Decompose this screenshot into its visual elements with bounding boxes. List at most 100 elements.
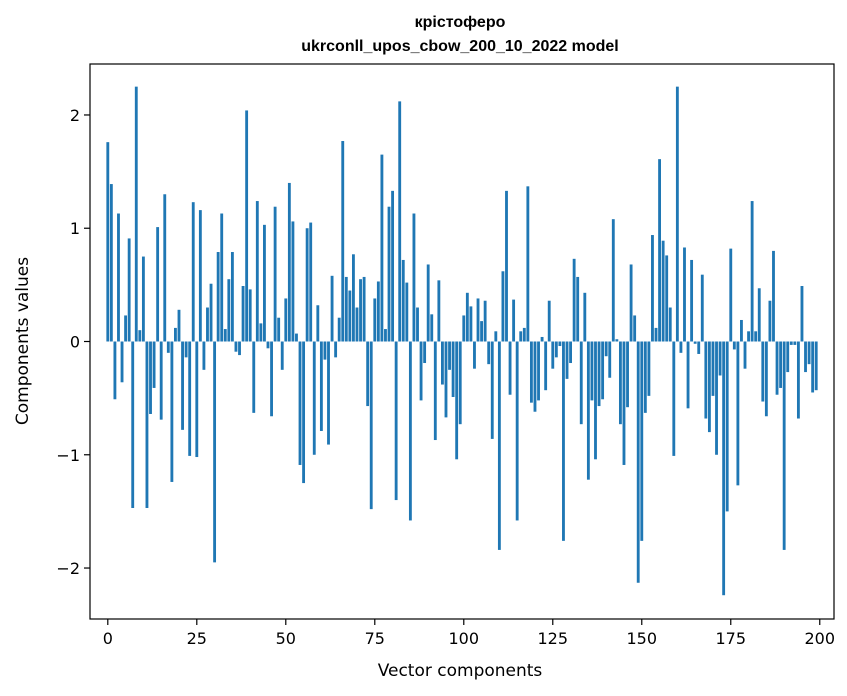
bar: [401, 259, 405, 342]
bar: [654, 327, 658, 342]
bar: [512, 299, 516, 342]
bar: [376, 281, 380, 342]
bar: [213, 341, 217, 563]
bar: [448, 341, 451, 370]
bar: [594, 341, 597, 460]
bar: [768, 300, 772, 342]
bar: [718, 341, 722, 376]
bar: [298, 341, 302, 465]
bar: [465, 292, 469, 342]
bar: [323, 341, 327, 360]
bar: [430, 314, 434, 342]
y-axis-label: Components values: [13, 257, 33, 425]
bar: [127, 238, 131, 342]
bar: [811, 341, 815, 393]
bar: [782, 341, 786, 550]
bar: [245, 110, 249, 342]
bar: [270, 341, 273, 417]
bar: [537, 341, 540, 401]
bar: [501, 271, 505, 342]
bar: [106, 142, 110, 342]
bar: [800, 286, 804, 342]
bar: [309, 222, 313, 342]
chart-title: крістоферо: [415, 14, 506, 31]
bar: [369, 341, 373, 510]
bar: [554, 341, 558, 358]
bar: [665, 255, 669, 342]
bar: [441, 341, 444, 385]
bar: [497, 341, 501, 550]
x-tick-label: 200: [804, 629, 835, 648]
bar: [263, 224, 266, 342]
bar: [120, 341, 124, 383]
bar: [668, 307, 672, 342]
bar: [494, 331, 498, 342]
bar: [473, 341, 476, 369]
bar: [109, 184, 113, 342]
bar: [750, 201, 754, 342]
bar: [636, 341, 640, 583]
bar: [707, 341, 711, 433]
bar: [227, 279, 231, 342]
bar: [480, 321, 484, 342]
bar: [337, 317, 341, 342]
bar: [181, 341, 184, 430]
bar: [533, 341, 537, 412]
bar: [729, 248, 733, 342]
bar: [362, 276, 366, 342]
bar: [675, 86, 679, 342]
bars-group: [106, 86, 818, 596]
bar: [141, 256, 145, 342]
bar: [772, 250, 775, 342]
bar: [305, 228, 309, 342]
bar: [747, 331, 750, 342]
bar: [604, 341, 608, 357]
bar: [807, 341, 811, 365]
bar: [551, 341, 555, 369]
bar: [736, 341, 740, 486]
bar: [188, 341, 192, 456]
x-axis: 0 25 50 75 100 125 150 175 200: [103, 619, 835, 648]
bar: [334, 341, 338, 358]
bar: [462, 315, 466, 342]
bar: [156, 227, 160, 342]
x-tick-label: 75: [365, 629, 385, 648]
bar: [451, 341, 455, 397]
bar: [529, 341, 533, 403]
x-tick-label: 100: [449, 629, 480, 648]
plot-frame: [89, 63, 835, 620]
bar: [690, 259, 694, 342]
bar: [302, 341, 306, 484]
bar: [412, 213, 416, 342]
bar: [672, 341, 676, 456]
bar: [327, 341, 330, 445]
bar: [138, 330, 142, 342]
bar: [761, 341, 765, 402]
bar: [391, 190, 395, 342]
bar: [373, 298, 377, 342]
bar: [569, 341, 572, 364]
bar: [291, 221, 295, 342]
bar: [131, 341, 135, 508]
bar: [408, 341, 412, 521]
bar: [348, 290, 352, 342]
bar: [583, 292, 587, 342]
bar: [601, 341, 605, 400]
bar: [405, 282, 409, 342]
bar: [754, 331, 758, 342]
bar: [786, 341, 790, 373]
y-tick-label: 0: [70, 333, 80, 352]
bar: [640, 341, 644, 541]
y-tick-label: −2: [56, 559, 80, 578]
bar: [576, 276, 580, 342]
x-tick-label: 0: [103, 629, 113, 648]
bar: [522, 327, 526, 342]
bar: [458, 341, 462, 425]
bar: [330, 275, 334, 342]
bar: [764, 341, 768, 417]
bar: [626, 341, 629, 408]
bar: [515, 341, 519, 521]
bar: [590, 341, 594, 401]
bar: [519, 331, 523, 342]
